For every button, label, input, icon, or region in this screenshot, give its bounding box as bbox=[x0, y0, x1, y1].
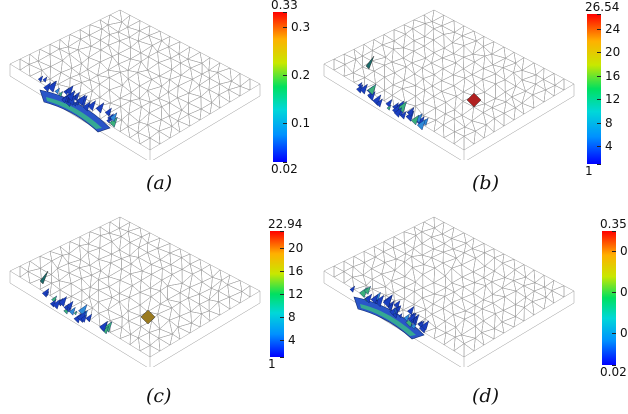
crack-region bbox=[41, 288, 113, 335]
colorbar-c bbox=[270, 231, 284, 357]
colorbar-tick-mark bbox=[597, 52, 601, 54]
mesh-plot-d bbox=[323, 216, 575, 367]
colorbar-tick-mark bbox=[280, 316, 284, 318]
panel-b: 26.54 24 20 16 12 8 4 1 (b) bbox=[314, 0, 628, 207]
colorbar-tick-mark bbox=[280, 231, 284, 232]
isolated-element bbox=[466, 92, 482, 108]
colorbar-tick-label: 0.02 bbox=[600, 365, 627, 379]
mesh-wireframe bbox=[323, 9, 575, 160]
mesh-wireframe bbox=[9, 9, 261, 160]
colorbar-tick-mark bbox=[280, 270, 284, 272]
mesh-plot-b bbox=[323, 9, 575, 160]
colorbar-tick-mark bbox=[283, 74, 287, 76]
colorbar-tick-mark bbox=[597, 14, 601, 15]
crack-region bbox=[37, 75, 118, 133]
colorbar-tick-label: 0.02 bbox=[271, 162, 298, 176]
panel-c: 22.94 20 16 12 8 4 1 (c) bbox=[0, 207, 314, 414]
colorbar-tick-label: 8 bbox=[288, 309, 296, 324]
colorbar-d bbox=[602, 231, 616, 365]
mesh-wireframe bbox=[323, 216, 575, 367]
colorbar-tick-label: 8 bbox=[605, 115, 613, 130]
colorbar-b bbox=[587, 14, 601, 164]
caption-c: (c) bbox=[146, 385, 172, 407]
colorbar-tick-label: 20 bbox=[605, 45, 621, 60]
colorbar-tick-label: 0.33 bbox=[271, 0, 298, 12]
colorbar-tick-label: 4 bbox=[288, 332, 296, 347]
mesh-wireframe bbox=[9, 216, 261, 367]
colorbar-tick-label: 0.2 bbox=[620, 285, 628, 298]
colorbar-tick-label: 26.54 bbox=[585, 0, 620, 14]
colorbar-tick-mark bbox=[283, 12, 287, 13]
mesh-plot-a bbox=[9, 9, 261, 160]
colorbar-tick-label: 1 bbox=[268, 357, 276, 371]
caption-a: (a) bbox=[146, 172, 173, 194]
colorbar-tick-mark bbox=[283, 123, 287, 125]
colorbar-tick-label: 1 bbox=[585, 164, 593, 178]
colorbar-tick-label: 16 bbox=[288, 263, 304, 278]
crack-region bbox=[349, 285, 430, 340]
caption-d: (d) bbox=[472, 385, 499, 407]
caption-b: (b) bbox=[472, 172, 499, 194]
colorbar-tick-label: 0.3 bbox=[291, 19, 311, 34]
colorbar-tick-mark bbox=[612, 291, 616, 293]
colorbar-tick-mark bbox=[280, 293, 284, 295]
colorbar-tick-label: 24 bbox=[605, 21, 621, 36]
colorbar-tick-mark bbox=[283, 26, 287, 28]
isolated-element bbox=[140, 309, 156, 325]
colorbar-tick-label: 12 bbox=[605, 92, 621, 107]
colorbar-a bbox=[273, 12, 287, 162]
colorbar-tick-mark bbox=[612, 251, 616, 253]
colorbar-tick-label: 22.94 bbox=[268, 217, 303, 231]
colorbar-tick-label: 12 bbox=[288, 286, 304, 301]
colorbar-tick-mark bbox=[612, 231, 616, 232]
colorbar-tick-label: 0.1 bbox=[620, 326, 628, 339]
isolated-element bbox=[365, 55, 375, 70]
crack-region bbox=[356, 81, 429, 131]
panel-a: 0.33 0.3 0.2 0.1 0.02 (a) bbox=[0, 0, 314, 207]
colorbar-tick-mark bbox=[612, 365, 616, 366]
panel-d: 0.35 0.3 0.2 0.1 0.02 (d) bbox=[314, 207, 628, 414]
colorbar-tick-label: 0.2 bbox=[291, 67, 311, 82]
colorbar-tick-mark bbox=[597, 28, 601, 30]
colorbar-tick-mark bbox=[280, 357, 284, 358]
colorbar-tick-mark bbox=[280, 339, 284, 341]
colorbar-tick-mark bbox=[597, 164, 601, 165]
colorbar-tick-mark bbox=[280, 247, 284, 249]
colorbar-tick-mark bbox=[612, 332, 616, 334]
colorbar-tick-mark bbox=[597, 146, 601, 148]
colorbar-tick-label: 16 bbox=[605, 68, 621, 83]
colorbar-tick-mark bbox=[597, 122, 601, 124]
colorbar-tick-mark bbox=[597, 75, 601, 77]
mesh-plot-c bbox=[9, 216, 261, 367]
colorbar-tick-label: 20 bbox=[288, 240, 304, 255]
colorbar-tick-label: 0.1 bbox=[291, 116, 311, 131]
colorbar-tick-label: 0.35 bbox=[600, 217, 627, 231]
colorbar-tick-label: 4 bbox=[605, 139, 613, 154]
colorbar-tick-mark bbox=[597, 99, 601, 101]
isolated-element bbox=[39, 270, 49, 285]
colorbar-tick-mark bbox=[283, 162, 287, 163]
colorbar-tick-label: 0.3 bbox=[620, 245, 628, 258]
